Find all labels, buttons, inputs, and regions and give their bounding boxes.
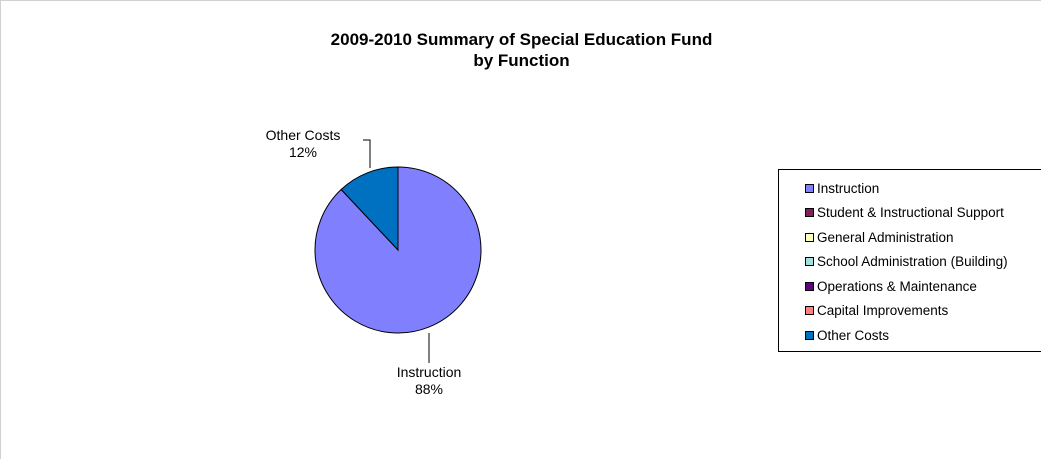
pie-slices [314, 166, 482, 334]
pie-slice-instruction [314, 166, 482, 334]
legend-label-student-instructional-support: Student & Instructional Support [817, 205, 1004, 221]
legend-item-school-administration-building: School Administration (Building) [779, 250, 1041, 275]
legend-label-instruction: Instruction [817, 180, 880, 196]
legend-item-student-instructional-support: Student & Instructional Support [779, 201, 1041, 226]
legend-swatch-other-costs [805, 330, 814, 340]
data-label-percent-other-costs: 12% [289, 144, 317, 160]
leader-line-other-costs [363, 139, 371, 168]
data-label-name-other-costs: Other Costs [266, 127, 341, 143]
legend-item-operations-maintenance: Operations & Maintenance [779, 274, 1041, 299]
legend-swatch-student-instructional-support [805, 208, 814, 218]
legend-item-general-administration: General Administration [779, 225, 1041, 250]
legend-swatch-capital-improvements [805, 306, 814, 316]
legend-item-instruction: Instruction [779, 176, 1041, 201]
legend-item-other-costs: Other Costs [779, 323, 1041, 348]
pie-slice-other-costs [340, 166, 399, 252]
data-label-percent-instruction: 88% [415, 381, 443, 397]
chart-title-line-2: by Function [473, 51, 570, 70]
legend-swatch-operations-maintenance [805, 281, 814, 291]
legend-label-operations-maintenance: Operations & Maintenance [817, 278, 977, 294]
data-label-name-instruction: Instruction [397, 364, 462, 380]
legend-label-school-administration-building: School Administration (Building) [817, 254, 1008, 270]
leader-lines [363, 139, 430, 363]
legend-swatch-general-administration [805, 232, 814, 242]
legend-swatch-instruction [805, 183, 814, 193]
legend-label-capital-improvements: Capital Improvements [817, 303, 949, 319]
legend-label-general-administration: General Administration [817, 229, 954, 245]
legend: Instruction Student & Instructional Suppo… [778, 169, 1041, 352]
legend-swatch-school-administration-building [805, 257, 814, 267]
legend-item-capital-improvements: Capital Improvements [779, 299, 1041, 324]
chart-title-line-1: 2009-2010 Summary of Special Education F… [330, 30, 713, 49]
legend-label-other-costs: Other Costs [817, 327, 890, 343]
